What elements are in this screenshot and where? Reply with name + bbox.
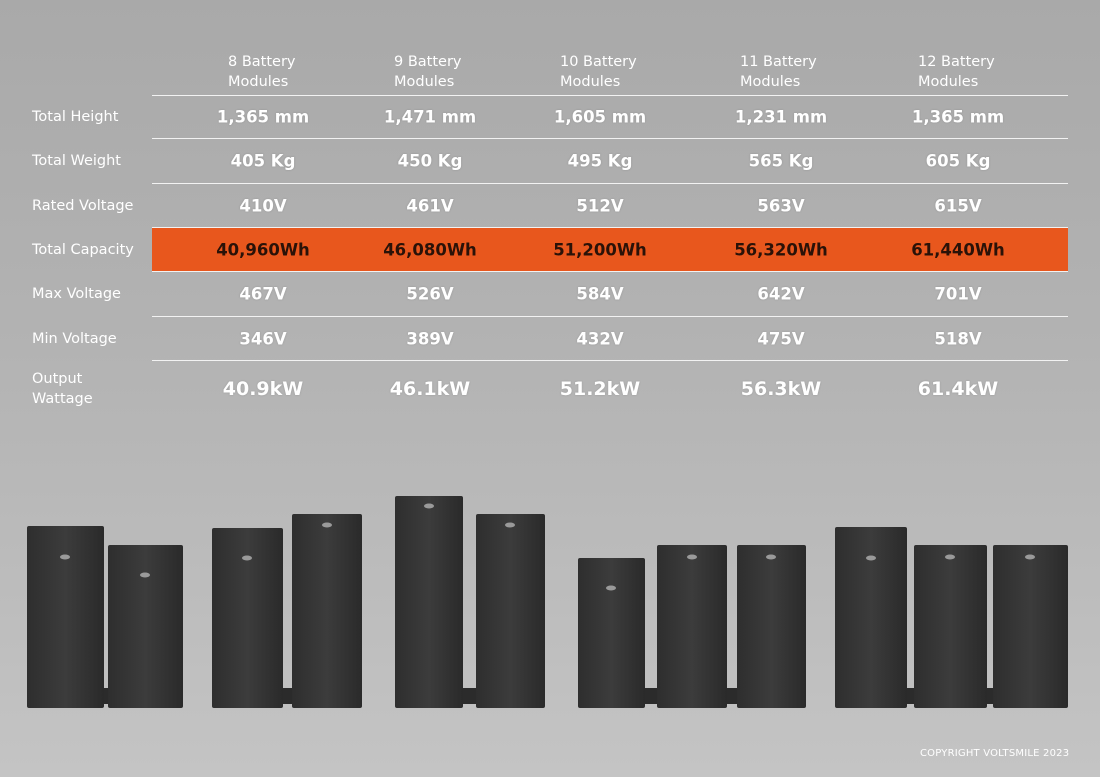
cell-value: 46,080Wh xyxy=(383,240,477,259)
row-label: Total Weight xyxy=(32,153,121,169)
table-row: Total Capacity 40,960Wh 46,080Wh 51,200Wh 56… xyxy=(32,228,1068,272)
cell-value: 1,605 mm xyxy=(553,107,647,127)
cell-value: 642V xyxy=(757,284,805,304)
table-row: Min Voltage 346V 389V 432V 475V 518V xyxy=(32,317,1068,361)
cell-value: 46.1kW xyxy=(389,378,471,400)
cell-value: 410V xyxy=(239,196,287,215)
cell-value: 475V xyxy=(757,329,805,348)
battery-cabinets xyxy=(27,496,1068,708)
cell-value: 512V xyxy=(576,196,624,215)
cell-value: 432V xyxy=(576,329,624,348)
cell-value: 1,471 mm xyxy=(383,107,477,127)
column-header: 12 Battery Modules xyxy=(918,54,995,90)
row-label: Min Voltage xyxy=(32,330,117,347)
cell-value: 51.2kW xyxy=(559,378,641,400)
cell-value: 40.9kW xyxy=(222,378,304,400)
cell-value: 495 Kg xyxy=(567,151,633,171)
cell-value: 450 Kg xyxy=(397,151,463,171)
cell-value: 51,200Wh xyxy=(553,240,647,259)
table-row: Total Weight 405 Kg 450 Kg 495 Kg 565 Kg 605 … xyxy=(32,139,1068,184)
cell-value: 563V xyxy=(757,196,805,215)
cell-value: 61.4kW xyxy=(917,378,999,400)
cell-value: 584V xyxy=(576,284,624,304)
cell-value: 701V xyxy=(934,284,982,304)
cell-value: 56.3kW xyxy=(740,378,822,400)
table-row: Total Height 1,365 mm 1,471 mm 1,605 mm 1,23… xyxy=(32,96,1068,139)
cell-value: 56,320Wh xyxy=(734,240,828,259)
cell-value: 40,960Wh xyxy=(216,240,310,259)
row-label: Total Capacity xyxy=(32,241,134,258)
cell-value: 526V xyxy=(406,284,454,304)
copyright: COPYRIGHT VOLTSMILE 2023 xyxy=(920,748,1070,759)
cell-value: 518V xyxy=(934,329,982,348)
row-label: Output Wattage xyxy=(32,371,93,407)
cell-value: 405 Kg xyxy=(230,151,296,171)
row-label: Max Voltage xyxy=(32,286,121,302)
cell-value: 1,365 mm xyxy=(216,107,310,127)
cell-value: 565 Kg xyxy=(748,151,814,171)
header-rule xyxy=(152,95,1068,96)
cell-value: 346V xyxy=(239,329,287,348)
cell-value: 615V xyxy=(934,196,982,215)
row-label: Rated Voltage xyxy=(32,197,134,214)
row-label: Total Height xyxy=(32,109,119,125)
battery-logos xyxy=(60,503,1035,591)
column-header: 8 Battery Modules xyxy=(228,54,296,90)
table-row: Output Wattage 40.9kW 46.1kW 51.2kW 56.3kW 61… xyxy=(32,361,1068,417)
spec-table: Total Height 1,365 mm 1,471 mm 1,605 mm 1,23… xyxy=(32,54,1068,417)
cell-value: 389V xyxy=(406,329,454,348)
table-row: Rated Voltage 410V 461V 512V 563V 615V xyxy=(32,184,1068,228)
cell-value: 61,440Wh xyxy=(911,240,1005,259)
cell-value: 1,231 mm xyxy=(734,107,828,127)
cell-value: 467V xyxy=(239,284,287,304)
cell-value: 605 Kg xyxy=(925,151,991,171)
table-row: Max Voltage 467V 526V 584V 642V 701V xyxy=(32,272,1068,317)
cell-value: 461V xyxy=(406,196,454,215)
column-header: 9 Battery Modules xyxy=(394,54,462,90)
column-header: 10 Battery Modules xyxy=(560,54,637,90)
cell-value: 1,365 mm xyxy=(911,107,1005,127)
column-header: 11 Battery Modules xyxy=(740,54,817,90)
